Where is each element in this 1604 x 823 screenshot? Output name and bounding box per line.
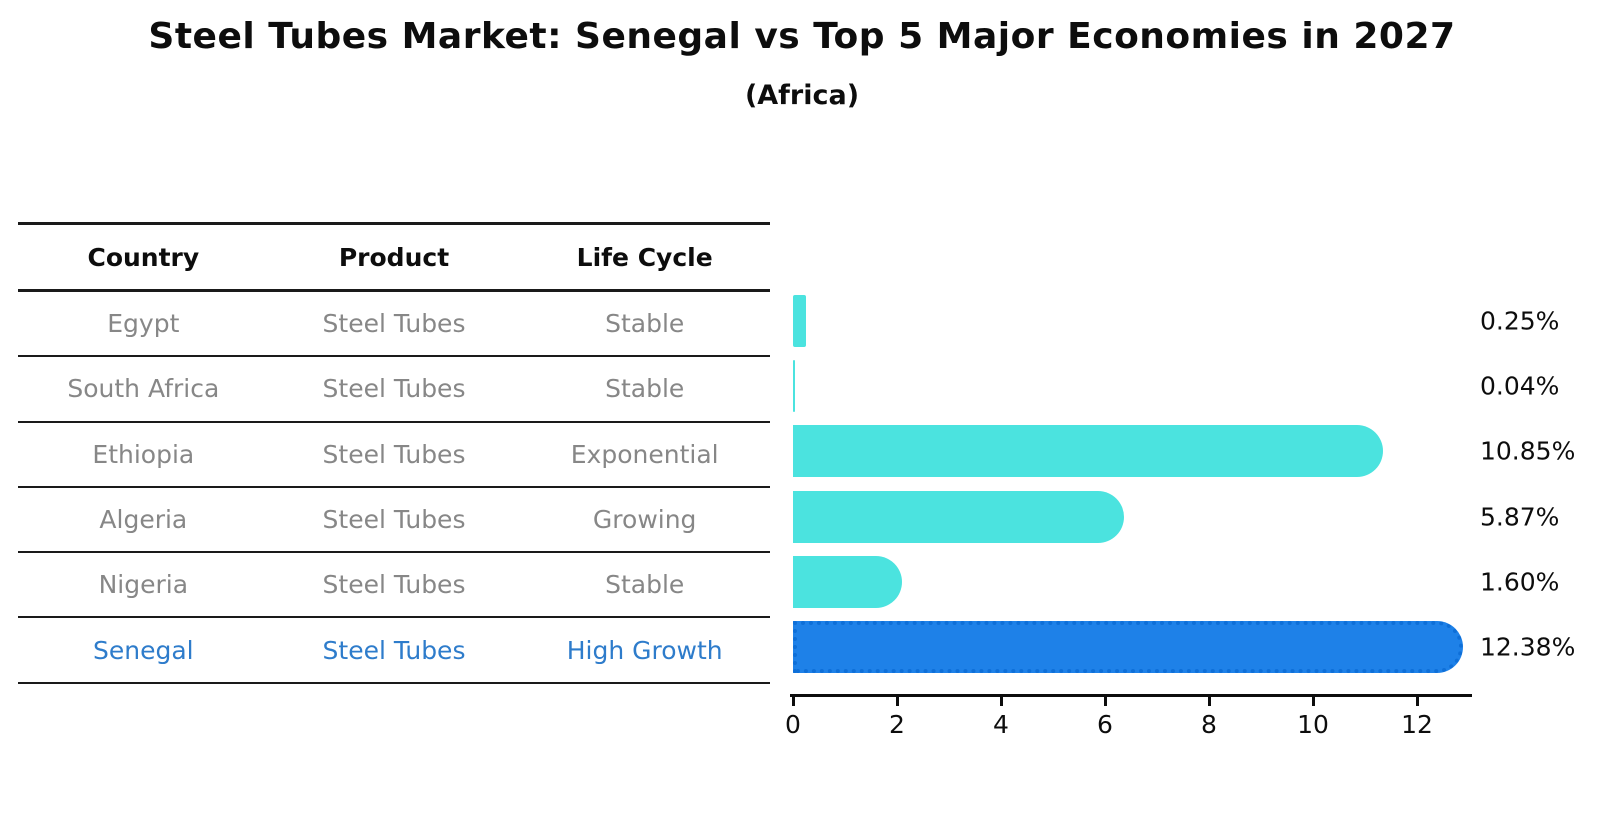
bar-value-label-egypt: 0.25% xyxy=(1480,306,1560,336)
x-axis-tick-label-2: 2 xyxy=(889,710,905,739)
cell-country: Algeria xyxy=(99,505,188,535)
table-header-country: Country xyxy=(87,242,200,272)
chart-title: Steel Tubes Market: Senegal vs Top 5 Maj… xyxy=(148,16,1456,57)
cell-life-cycle: Growing xyxy=(592,505,697,535)
x-axis-tick-label-4: 4 xyxy=(993,710,1009,739)
cell-product: Steel Tubes xyxy=(322,374,466,404)
table-header-life-cycle: Life Cycle xyxy=(576,242,713,272)
cell-country: South Africa xyxy=(67,374,220,404)
market-table: Country Product Life Cycle Egypt Steel Tubes… xyxy=(18,222,770,684)
x-axis-tick-12 xyxy=(1415,697,1419,706)
cell-life-cycle: Stable xyxy=(605,374,685,404)
table-row-egypt: Egypt Steel Tubes Stable xyxy=(18,292,770,358)
cell-country: Ethiopia xyxy=(92,439,195,469)
x-axis-tick-label-0: 0 xyxy=(785,710,801,739)
bar-algeria xyxy=(793,490,1125,543)
table-row-algeria: Algeria Steel Tubes Growing xyxy=(18,488,770,554)
bar-value-label-nigeria: 1.60% xyxy=(1480,567,1560,597)
bar-nigeria xyxy=(793,555,903,608)
table-header-row: Country Product Life Cycle xyxy=(18,222,770,292)
cell-product: Steel Tubes xyxy=(322,439,466,469)
table-header-product: Product xyxy=(338,242,450,272)
cell-country: Egypt xyxy=(107,309,180,339)
table-row-ethiopia: Ethiopia Steel Tubes Exponential xyxy=(18,423,770,488)
cell-life-cycle: Stable xyxy=(605,309,685,339)
bar-senegal xyxy=(793,621,1463,674)
cell-product: Steel Tubes xyxy=(322,570,466,600)
cell-product: Steel Tubes xyxy=(322,505,466,535)
bar-value-label-senegal: 12.38% xyxy=(1480,632,1576,662)
bar-value-label-south-africa: 0.04% xyxy=(1480,371,1560,401)
x-axis-tick-0 xyxy=(791,697,795,706)
cell-life-cycle: Exponential xyxy=(570,439,719,469)
x-axis-tick-8 xyxy=(1207,697,1211,706)
bar-value-label-ethiopia: 10.85% xyxy=(1480,436,1576,466)
bar-egypt xyxy=(793,294,806,347)
x-axis-tick-label-8: 8 xyxy=(1201,710,1217,739)
bar-value-label-algeria: 5.87% xyxy=(1480,502,1560,532)
table-row-senegal: Senegal Steel Tubes High Growth xyxy=(18,618,770,684)
cell-country: Senegal xyxy=(93,635,194,665)
x-axis-tick-4 xyxy=(999,697,1003,706)
x-axis-line xyxy=(790,694,1472,697)
x-axis-tick-label-10: 10 xyxy=(1297,710,1329,739)
x-axis-tick-10 xyxy=(1311,697,1315,706)
table-row-nigeria: Nigeria Steel Tubes Stable xyxy=(18,553,770,619)
cell-country: Nigeria xyxy=(98,570,189,600)
x-axis-tick-label-12: 12 xyxy=(1401,710,1433,739)
bar-south-africa xyxy=(793,359,796,412)
x-axis-tick-6 xyxy=(1103,697,1107,706)
cell-product: Steel Tubes xyxy=(322,635,466,665)
chart-subtitle: (Africa) xyxy=(744,80,860,111)
table-row-south-africa: South Africa Steel Tubes Stable xyxy=(18,357,770,423)
cell-product: Steel Tubes xyxy=(322,309,466,339)
cell-life-cycle: Stable xyxy=(605,570,685,600)
bar-ethiopia xyxy=(793,425,1384,478)
x-axis-tick-label-6: 6 xyxy=(1097,710,1113,739)
cell-life-cycle: High Growth xyxy=(566,635,723,665)
x-axis-tick-2 xyxy=(895,697,899,706)
